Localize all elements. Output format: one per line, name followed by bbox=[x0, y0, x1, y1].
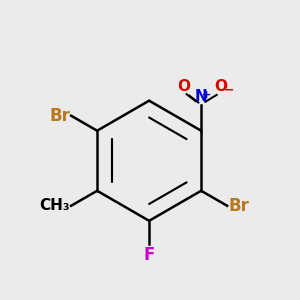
Text: Br: Br bbox=[49, 107, 70, 125]
Text: O: O bbox=[214, 79, 227, 94]
Text: Br: Br bbox=[228, 197, 249, 215]
Text: N: N bbox=[195, 89, 208, 104]
Text: O: O bbox=[177, 79, 190, 94]
Text: CH₃: CH₃ bbox=[39, 198, 70, 213]
Text: −: − bbox=[224, 84, 234, 97]
Text: F: F bbox=[143, 246, 155, 264]
Text: +: + bbox=[202, 90, 211, 100]
